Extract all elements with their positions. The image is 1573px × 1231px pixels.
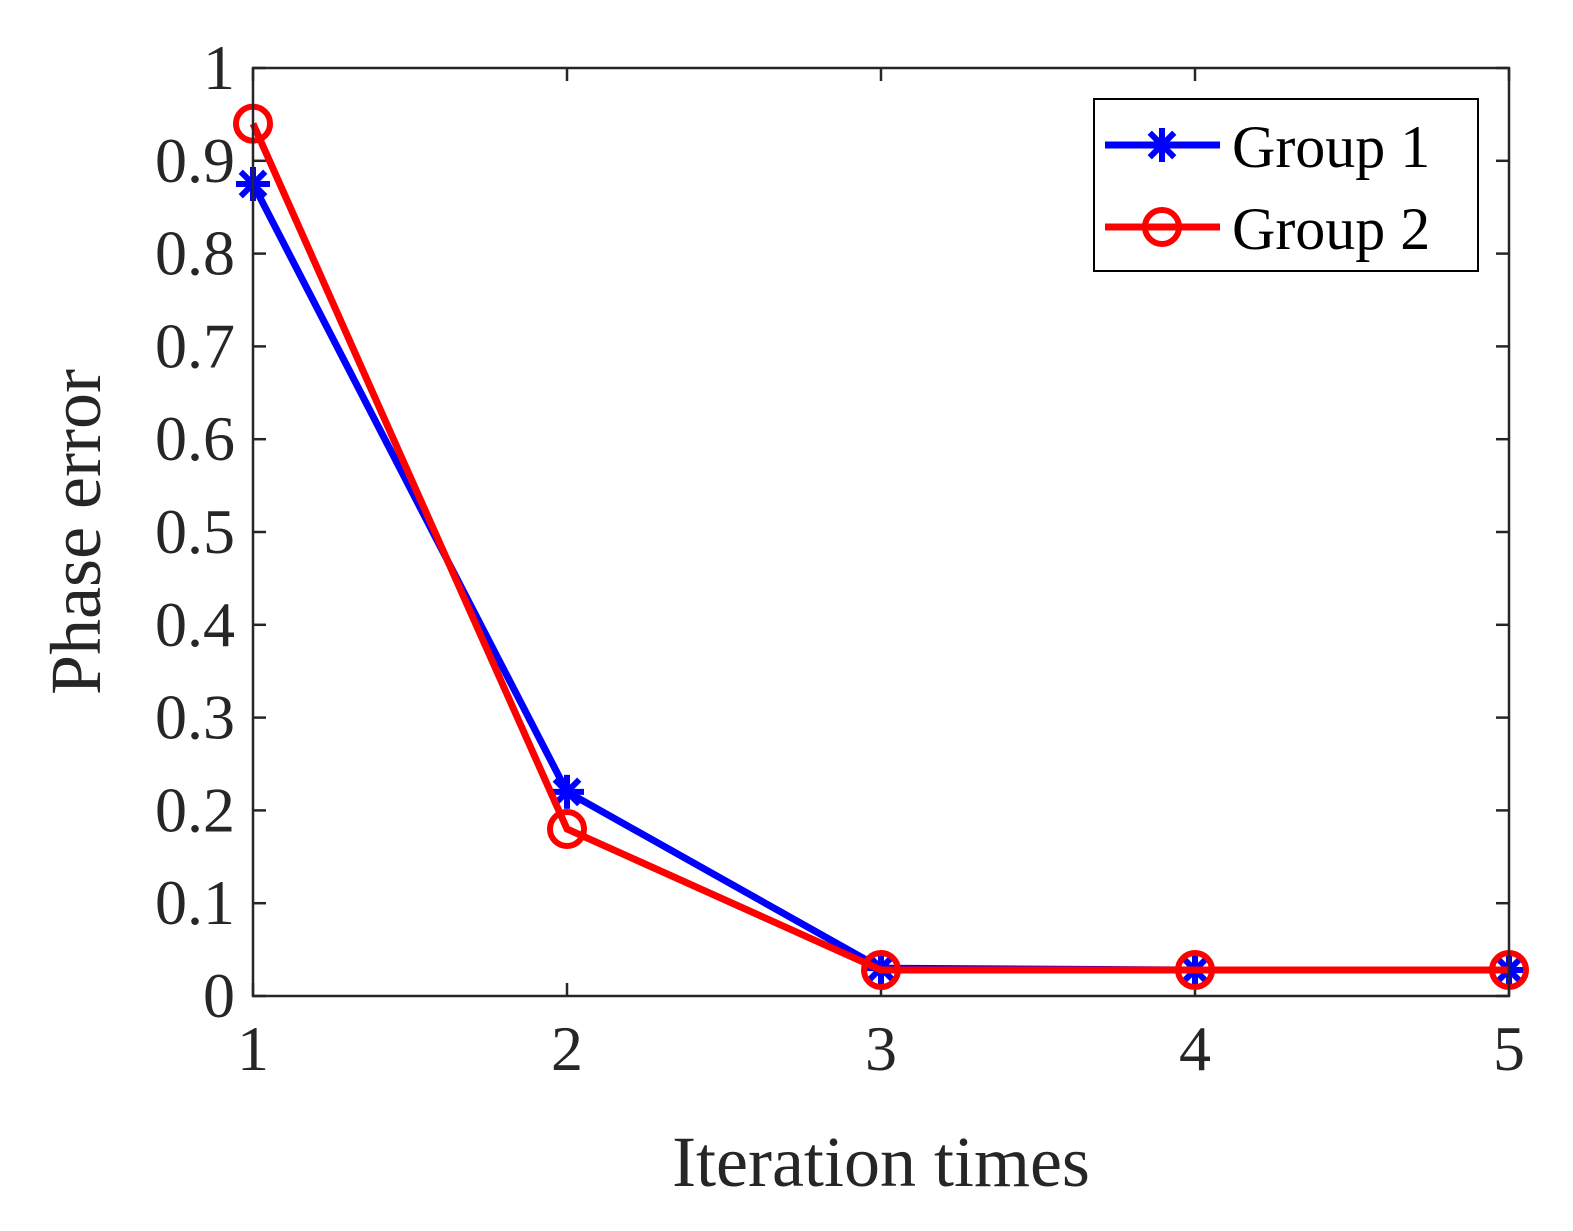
y-axis-ticks: 0 0.1 0.2 0.3 0.4 0.5 0.6 0.7 0.8 0.9 1 bbox=[155, 32, 1509, 1031]
y-tick-label: 0.7 bbox=[155, 310, 235, 381]
y-tick-label: 0.6 bbox=[155, 403, 235, 474]
data-point-circle bbox=[1175, 950, 1215, 991]
y-axis-title: Phase error bbox=[36, 369, 116, 695]
legend: Group 1 Group 2 bbox=[1093, 98, 1479, 272]
data-point-circle bbox=[861, 950, 901, 991]
legend-label-group-1: Group 1 bbox=[1232, 114, 1430, 180]
y-tick-label: 0 bbox=[203, 960, 235, 1031]
legend-marker-group-1 bbox=[1145, 128, 1179, 162]
x-tick-label: 2 bbox=[551, 1013, 583, 1084]
legend-marker-group-2 bbox=[1142, 207, 1182, 247]
x-tick-label: 4 bbox=[1179, 1013, 1211, 1084]
data-point-circle bbox=[547, 808, 587, 849]
legend-label-group-2: Group 2 bbox=[1232, 196, 1430, 262]
y-tick-label: 0.1 bbox=[155, 867, 235, 938]
legend-asterisk-icon bbox=[1145, 128, 1179, 162]
y-tick-label: 0.4 bbox=[155, 589, 235, 660]
y-tick-label: 0.5 bbox=[155, 496, 235, 567]
series-line bbox=[249, 122, 1509, 974]
y-tick-label: 1 bbox=[203, 32, 235, 103]
plot-frame bbox=[251, 66, 1511, 998]
y-tick-label: 0.2 bbox=[155, 774, 235, 845]
x-axis-title: Iteration times bbox=[672, 1122, 1090, 1202]
x-tick-label: 1 bbox=[237, 1013, 269, 1084]
y-tick-label: 0.9 bbox=[155, 125, 235, 196]
x-axis-ticks: 1 2 3 4 5 bbox=[237, 68, 1525, 1084]
x-tick-label: 3 bbox=[865, 1013, 897, 1084]
y-tick-label: 0.8 bbox=[155, 218, 235, 289]
data-point-asterisk bbox=[550, 774, 584, 809]
x-tick-label: 5 bbox=[1493, 1013, 1525, 1084]
legend-circle-icon bbox=[1142, 207, 1182, 247]
y-tick-label: 0.3 bbox=[155, 682, 235, 753]
series-2 bbox=[233, 103, 1529, 991]
